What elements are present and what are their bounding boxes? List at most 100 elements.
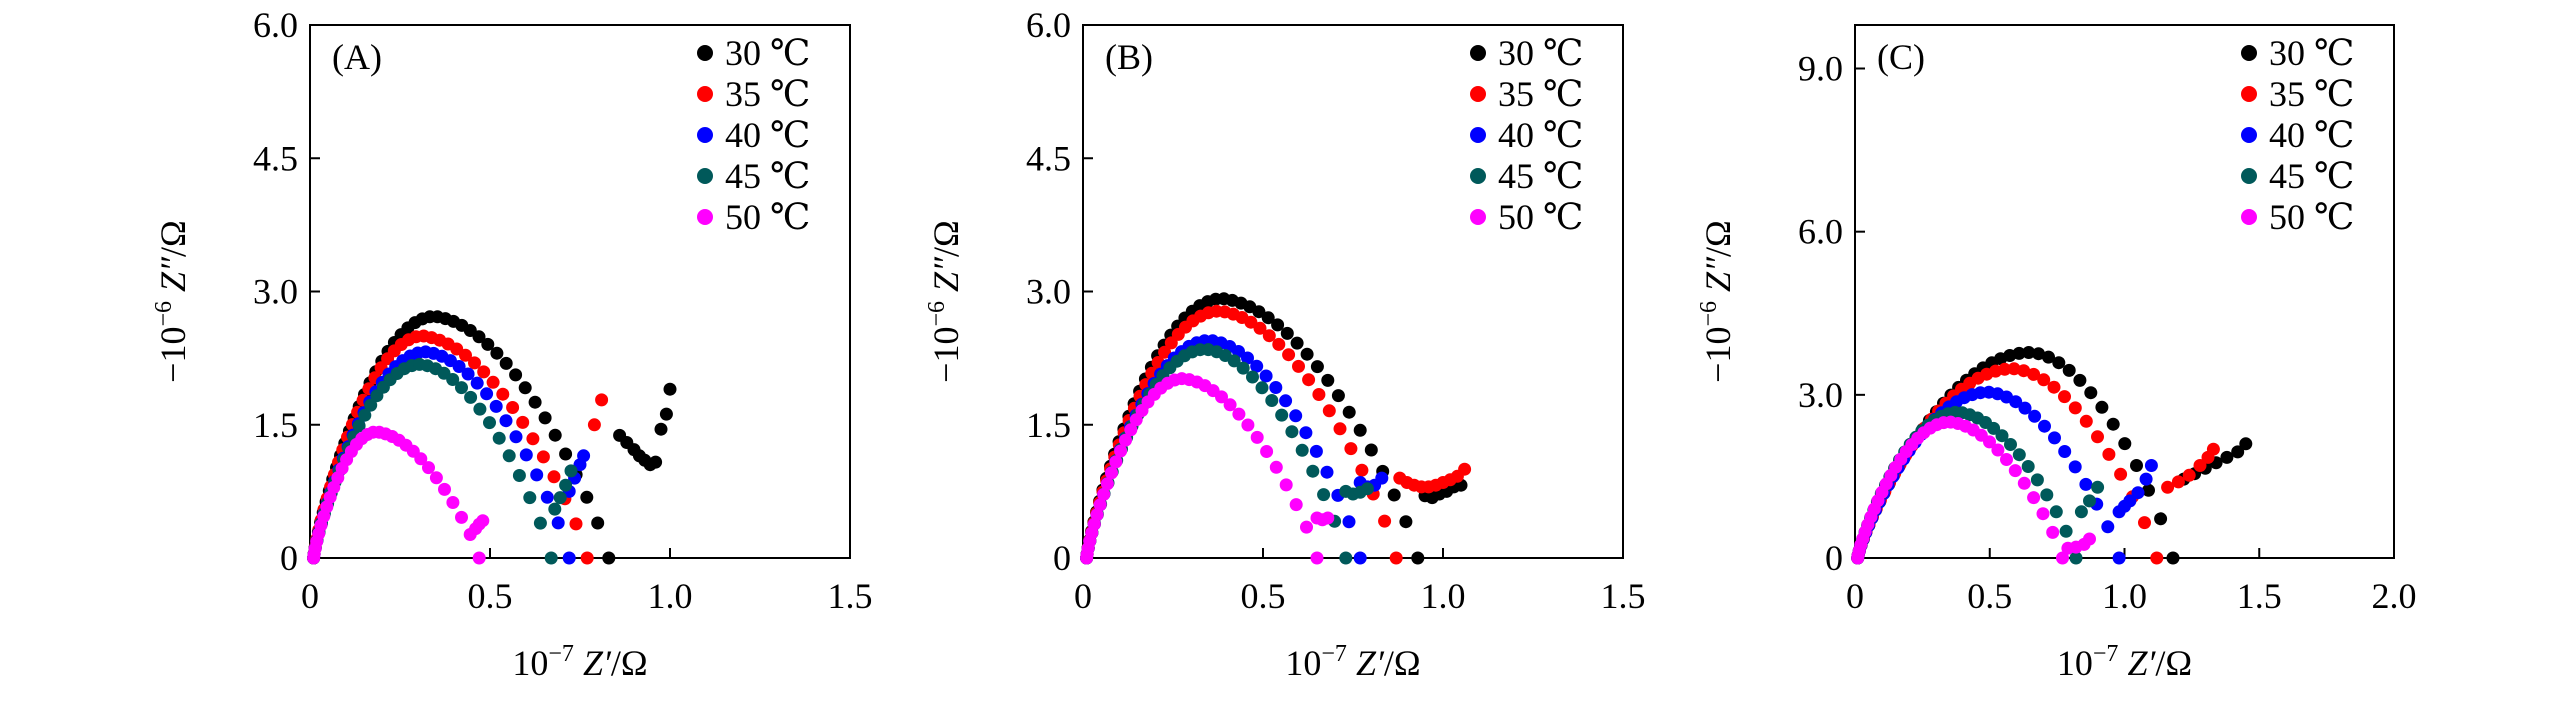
data-point <box>518 381 532 395</box>
data-point <box>1458 462 1472 476</box>
x-axis-label: 10−7 Z′/Ω <box>2057 641 2192 683</box>
data-point <box>2032 347 2045 361</box>
data-point <box>1295 443 1309 457</box>
data-point <box>461 367 475 381</box>
y-tick-label: 0 <box>1053 538 1071 578</box>
data-point <box>528 395 542 409</box>
data-point <box>459 348 472 362</box>
data-point <box>2062 363 2076 377</box>
legend-label: 40 ℃ <box>1498 115 1583 155</box>
data-point <box>1259 369 1273 383</box>
legend-marker <box>697 127 713 143</box>
data-point <box>2052 356 2066 370</box>
series-2 <box>1080 304 1472 565</box>
data-point <box>481 337 495 351</box>
x-tick-label: 1.0 <box>1421 576 1466 616</box>
data-point <box>496 387 510 401</box>
x-axis-label: 10−7 Z′/Ω <box>1285 641 1420 683</box>
y-axis-label-prefix: −10 <box>153 327 193 383</box>
data-point <box>1998 362 2012 376</box>
x-tick-label: 0 <box>1074 576 1092 616</box>
data-point <box>2046 525 2060 539</box>
data-point <box>473 402 487 416</box>
data-point <box>502 449 516 463</box>
data-point <box>1983 435 1996 449</box>
data-point <box>2091 430 2104 444</box>
legend-marker <box>2241 209 2257 225</box>
data-point <box>446 373 460 386</box>
legend-marker <box>2241 45 2257 61</box>
y-tick-label: 0 <box>280 538 298 578</box>
x-axis-label-prefix: 10 <box>2057 643 2093 683</box>
x-axis-label-variable: Z′ <box>1347 643 1385 683</box>
data-point <box>1353 551 1367 565</box>
y-axis-label-exponent: −6 <box>924 301 950 327</box>
data-point <box>1342 405 1356 419</box>
data-point <box>2040 488 2054 502</box>
data-point <box>472 551 486 565</box>
data-point <box>1300 520 1313 534</box>
y-axis-label-unit: /Ω <box>153 220 193 257</box>
legend: 30 ℃35 ℃40 ℃45 ℃50 ℃ <box>1470 33 1583 237</box>
series-5 <box>1851 415 2096 565</box>
legend-label: 45 ℃ <box>2269 156 2354 196</box>
data-point <box>2154 512 2168 526</box>
data-point <box>2017 476 2031 490</box>
data-point <box>1215 390 1228 404</box>
data-point <box>1310 551 1324 565</box>
data-point <box>1280 326 1294 340</box>
data-point <box>2138 516 2151 530</box>
data-point <box>1378 514 1392 528</box>
data-point <box>1299 426 1313 440</box>
data-point <box>1232 407 1246 421</box>
data-point <box>2112 551 2126 565</box>
data-point <box>476 514 490 528</box>
y-axis-label-unit: /Ω <box>1698 220 1738 257</box>
x-tick-label: 2.0 <box>2372 576 2417 616</box>
data-point <box>509 368 523 382</box>
data-point <box>2074 505 2088 519</box>
legend-label: 30 ℃ <box>2269 33 2354 73</box>
data-point <box>2239 437 2253 451</box>
data-point <box>2047 380 2061 394</box>
data-point <box>2150 551 2164 565</box>
y-axis-label-variable: Z″ <box>1698 256 1738 301</box>
data-point <box>506 401 520 414</box>
legend-label: 50 ℃ <box>1498 197 1583 237</box>
data-point <box>2083 532 2096 546</box>
x-tick-label: 0.5 <box>468 576 513 616</box>
data-point <box>1279 478 1293 492</box>
data-point <box>477 365 491 379</box>
data-point <box>2008 464 2022 478</box>
data-point <box>1227 354 1241 368</box>
data-point <box>2130 459 2143 472</box>
data-point <box>2231 445 2245 459</box>
data-point <box>1320 465 1334 479</box>
y-axis-label: −10−6 Z″/Ω <box>151 220 193 383</box>
legend-label: 40 ℃ <box>725 115 810 155</box>
data-point <box>2022 346 2036 359</box>
data-point <box>1129 413 1143 427</box>
data-point <box>2171 475 2185 489</box>
y-tick-label: 3.0 <box>1798 375 1843 415</box>
x-tick-label: 1.0 <box>648 576 693 616</box>
data-point <box>2069 551 2083 565</box>
panel-label: (A) <box>332 37 382 77</box>
legend-label: 35 ℃ <box>725 74 810 114</box>
data-point <box>2028 409 2042 423</box>
data-point <box>2139 472 2153 486</box>
x-axis-label-unit: /Ω <box>2155 643 2192 683</box>
data-point <box>1105 466 1118 480</box>
data-point <box>2000 453 2013 466</box>
x-axis-label-prefix: 10 <box>512 643 548 683</box>
data-point <box>1300 347 1314 361</box>
data-point <box>2058 390 2071 404</box>
y-axis-label: −10−6 Z″/Ω <box>1696 220 1738 383</box>
x-tick-label: 0 <box>1846 576 1864 616</box>
data-point <box>480 387 494 401</box>
data-point <box>486 375 500 389</box>
data-point <box>1310 360 1324 374</box>
data-point <box>2068 460 2082 474</box>
data-point <box>492 431 506 445</box>
